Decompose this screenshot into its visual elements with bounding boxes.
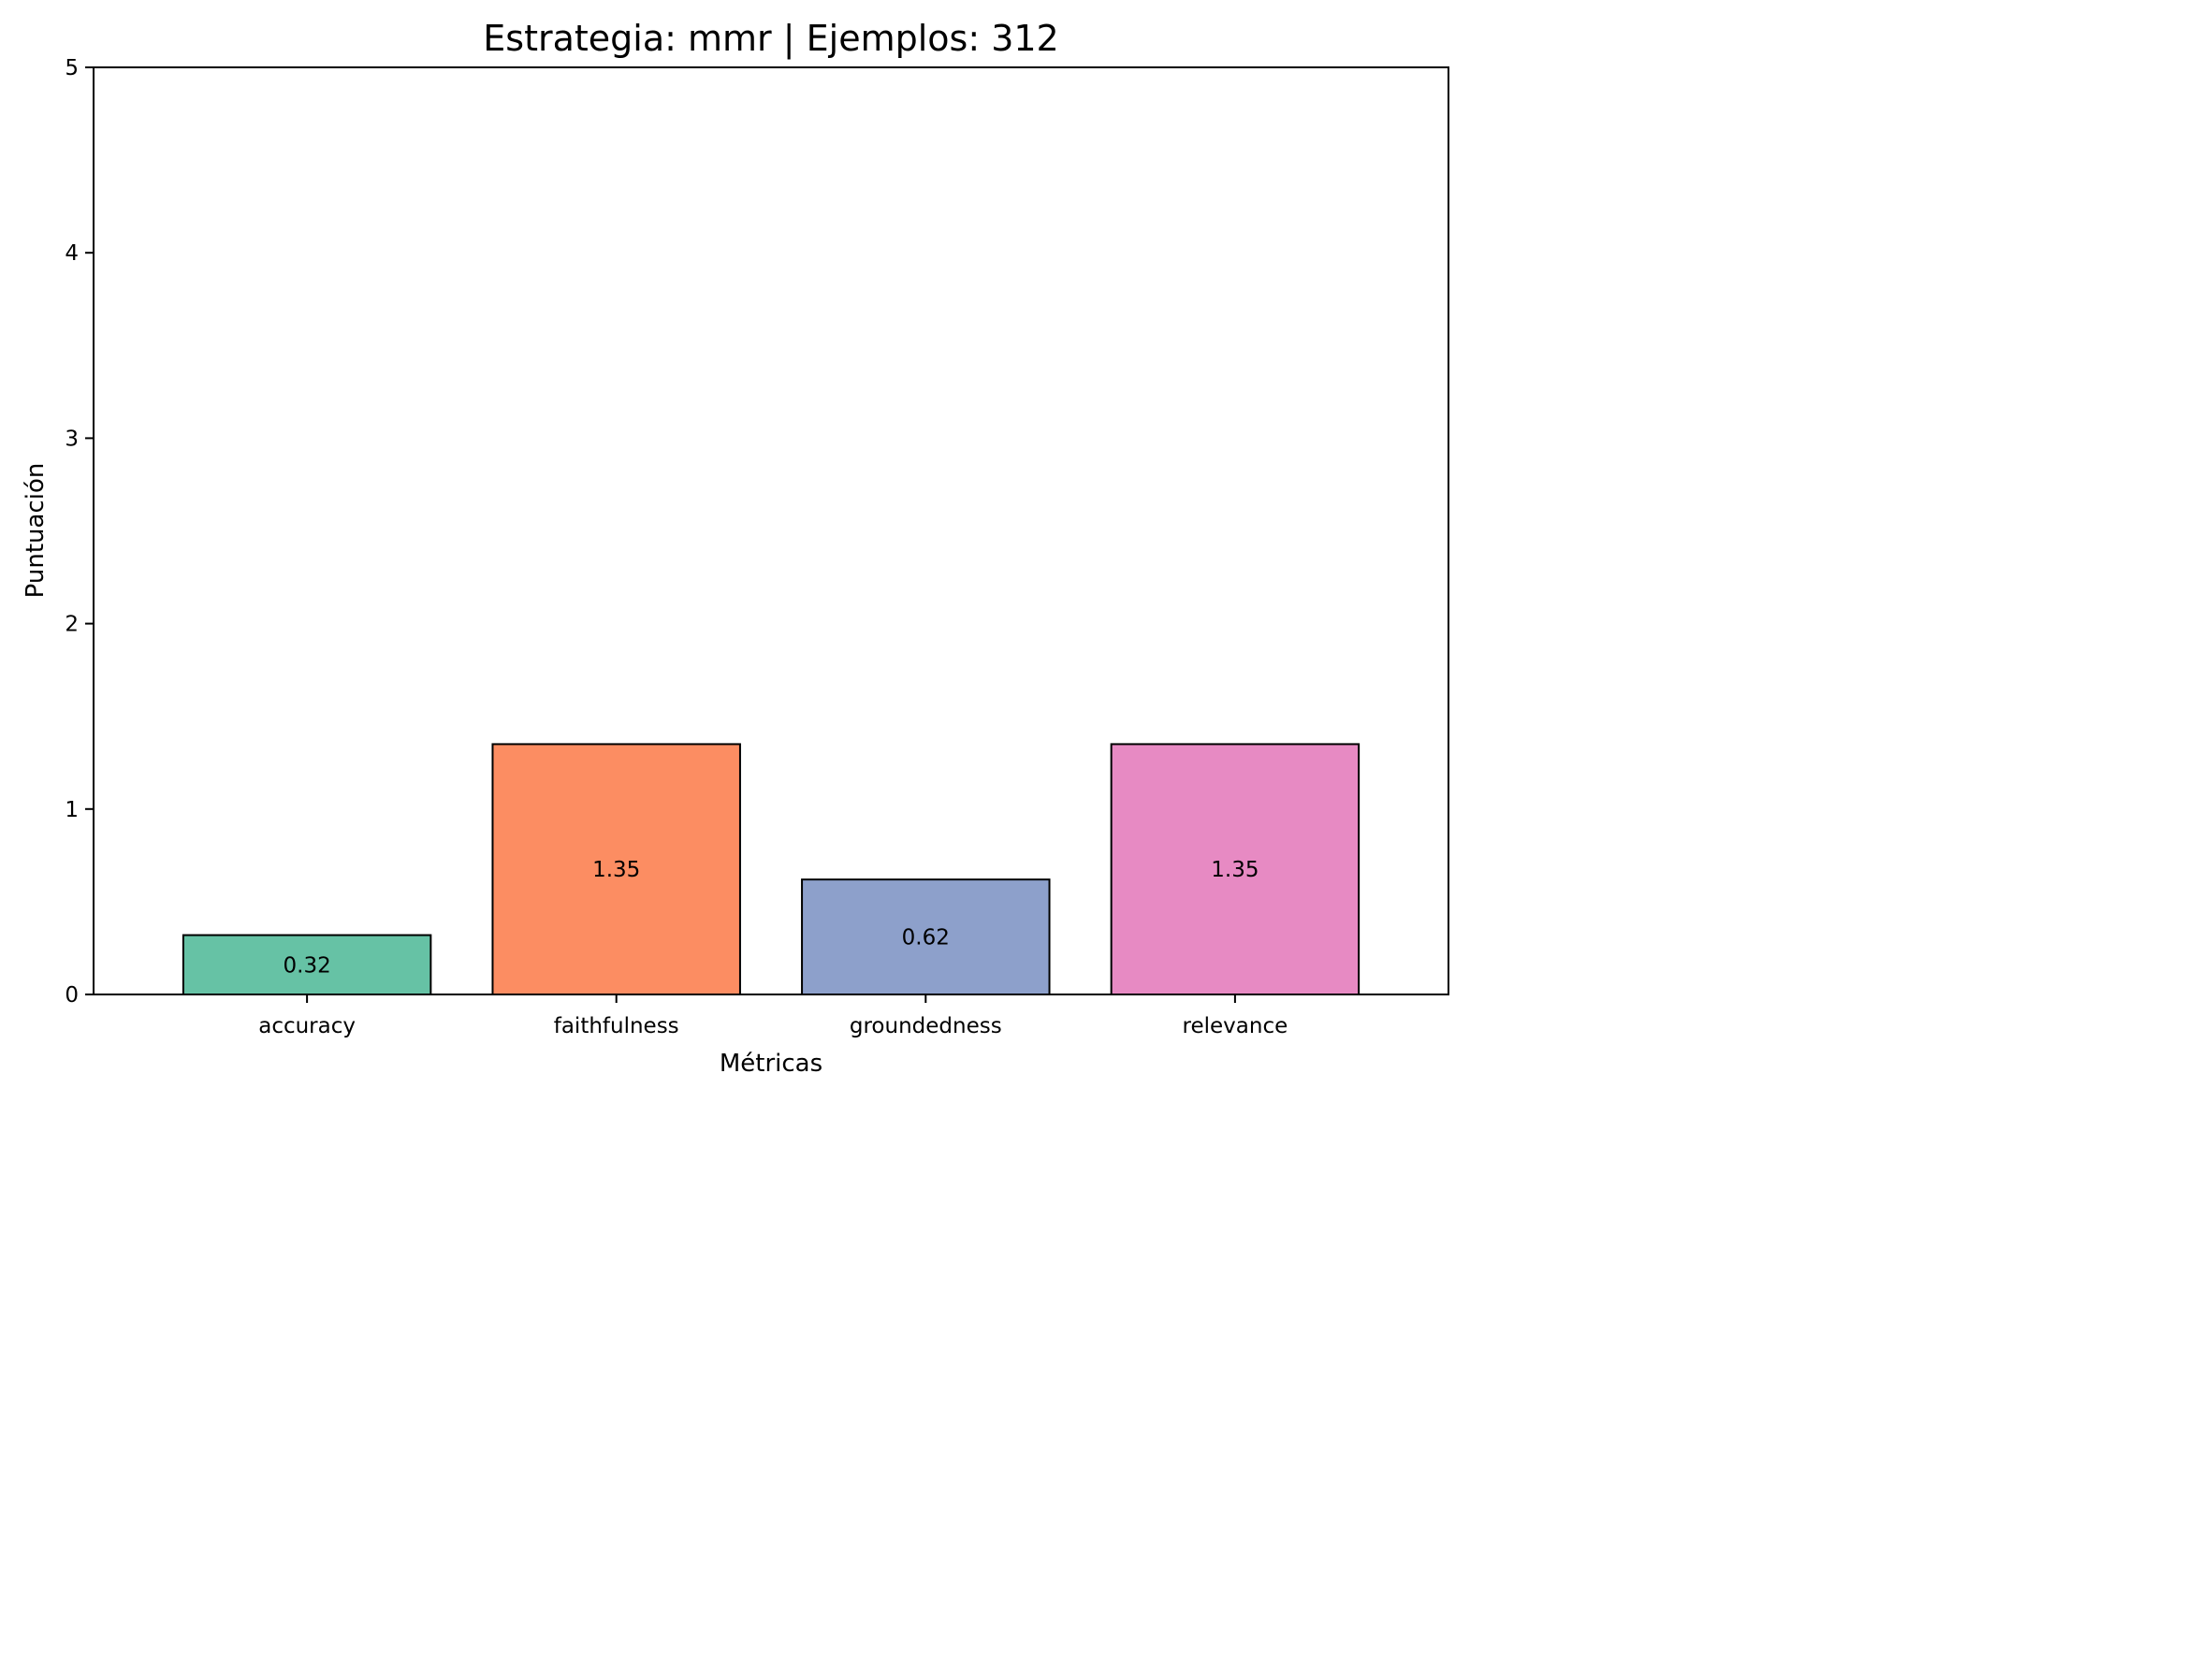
bar-value-label: 0.32	[284, 953, 331, 978]
bar-accuracy	[182, 934, 432, 995]
y-tick-label: 5	[65, 56, 79, 80]
y-axis-label: Puntuación	[22, 463, 50, 599]
y-tick-label: 3	[65, 427, 79, 451]
bar-value-label: 1.35	[592, 858, 640, 882]
x-tick-label-faithfulness: faithfulness	[554, 1014, 679, 1038]
y-tick-label: 2	[65, 613, 79, 637]
y-tick-label: 0	[65, 983, 79, 1008]
bar-groundedness	[801, 878, 1051, 996]
x-axis-label: Métricas	[720, 1050, 822, 1078]
bars-layer: 0.32 1.35 0.62 1.35	[182, 743, 1361, 996]
chart-root: Estrategia: mmr | Ejemplos: 312 Puntuaci…	[0, 0, 1463, 1087]
bar-relevance	[1110, 743, 1361, 995]
bar-faithfulness	[491, 743, 741, 995]
ticks-layer: accuracy faithfulness groundedness relevanc…	[65, 56, 1288, 1038]
plot-area-frame	[93, 66, 1449, 995]
y-tick-label: 1	[65, 798, 79, 822]
y-tick-label: 4	[65, 241, 79, 266]
bar-value-label: 1.35	[1211, 858, 1259, 882]
bar-chart: Estrategia: mmr | Ejemplos: 312 Puntuaci…	[22, 18, 1449, 1078]
x-tick-label-relevance: relevance	[1183, 1014, 1288, 1038]
chart-title: Estrategia: mmr | Ejemplos: 312	[483, 18, 1058, 60]
x-tick-label-groundedness: groundedness	[850, 1014, 1002, 1038]
x-tick-label-accuracy: accuracy	[258, 1014, 356, 1038]
bar-value-label: 0.62	[902, 926, 950, 950]
